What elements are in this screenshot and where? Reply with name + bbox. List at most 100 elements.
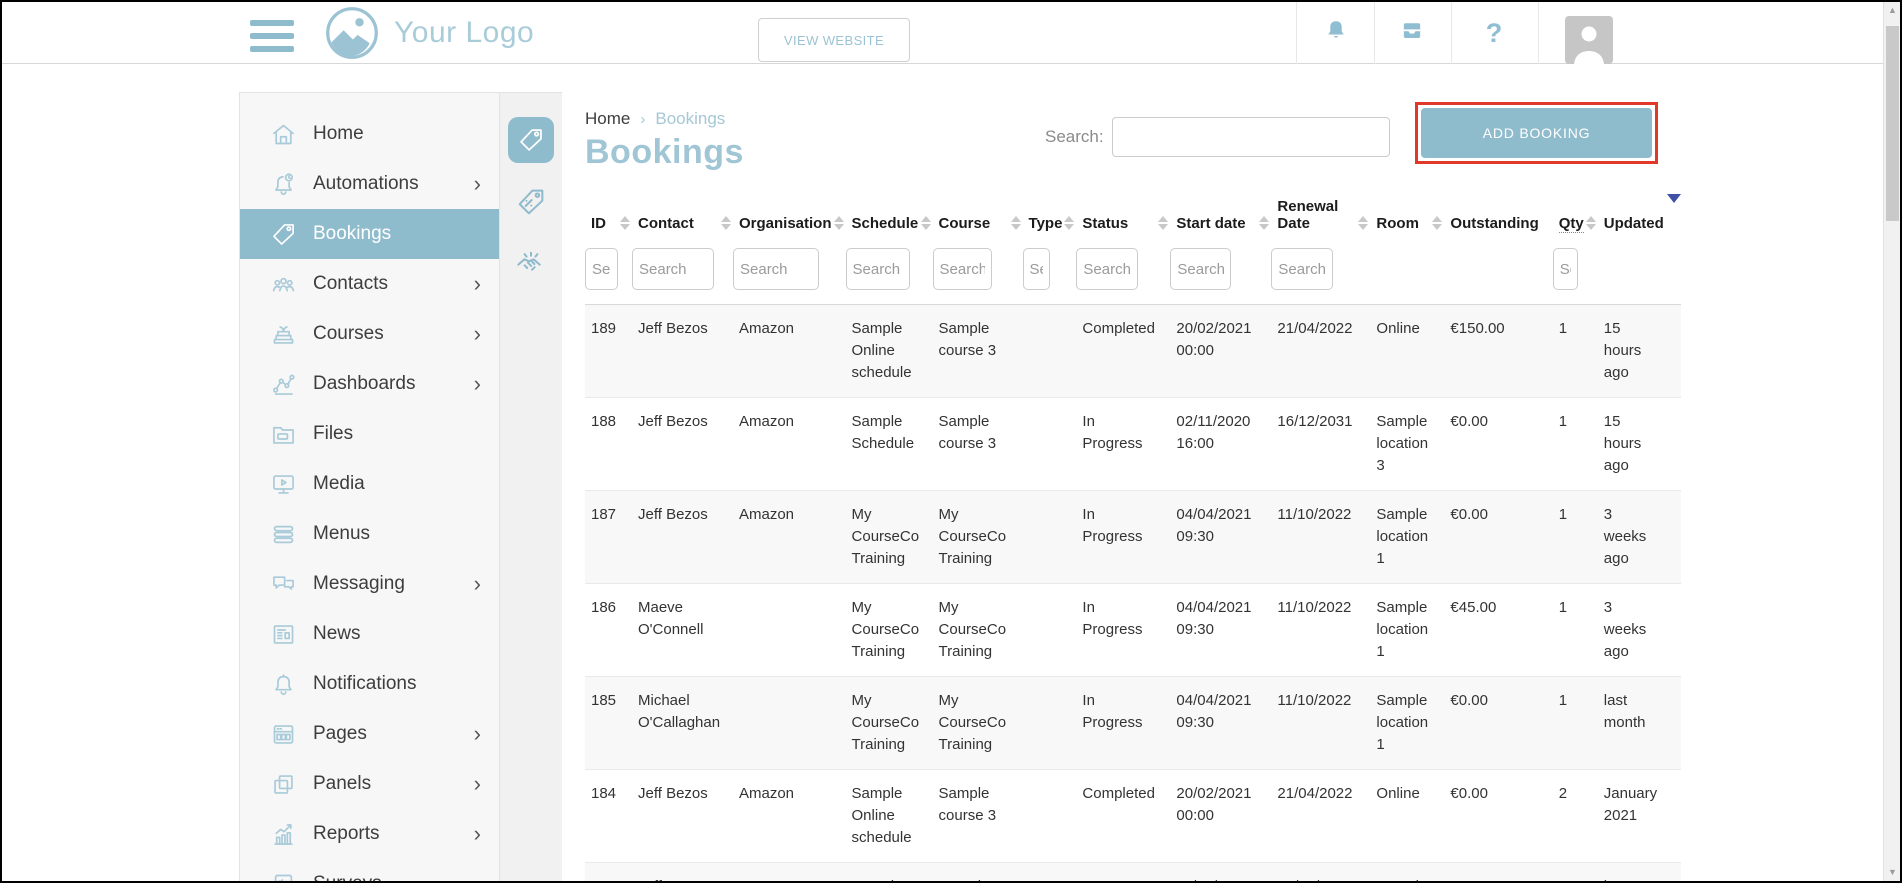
filter-input-status[interactable] <box>1076 248 1139 290</box>
sidebar-item-menus[interactable]: Menus <box>240 509 499 559</box>
global-search-input[interactable] <box>1111 117 1390 157</box>
cell-updated: 3 weeks ago <box>1603 599 1647 660</box>
cell-status: In Progress <box>1082 506 1143 545</box>
filter-input-renewal-date[interactable] <box>1271 248 1334 290</box>
cell-status: Completed <box>1082 320 1155 337</box>
filter-input-schedule[interactable] <box>845 248 910 290</box>
search-label: Search: <box>1045 127 1104 146</box>
sidebar-item-reports[interactable]: Reports › <box>240 809 499 859</box>
sidebar-item-notifications[interactable]: Notifications <box>240 659 499 709</box>
cell-room: Sample location 1 <box>1376 599 1429 660</box>
filter-cell-course <box>932 242 1023 305</box>
column-header-renewal-date[interactable]: Renewal Date <box>1271 192 1370 242</box>
filter-input-start-date[interactable] <box>1170 248 1232 290</box>
filter-cell-updated <box>1597 242 1682 305</box>
table-row[interactable]: 186 Maeve O'Connell My CourseCo Training My… <box>585 584 1682 677</box>
column-header-updated[interactable]: Updated <box>1598 192 1682 242</box>
header-divider <box>1374 2 1375 64</box>
sidebar: Home Automations › Bookings Contacts › Courses… <box>239 92 500 881</box>
sort-arrows-icon <box>620 216 630 230</box>
sidebar-item-courses[interactable]: Courses › <box>240 309 499 359</box>
sidebar-item-bookings[interactable]: Bookings <box>240 209 499 259</box>
column-header-room[interactable]: Room <box>1370 192 1444 242</box>
avatar[interactable] <box>1565 16 1613 64</box>
subnav-voucher-tag-icon[interactable] <box>508 179 554 225</box>
table-row[interactable]: 189 Jeff Bezos Amazon Sample Online schedul… <box>585 304 1682 398</box>
column-header-status[interactable]: Status <box>1076 192 1170 242</box>
sidebar-item-media[interactable]: Media <box>240 459 499 509</box>
courses-icon <box>270 321 297 348</box>
table-row[interactable]: 188 Jeff Bezos Amazon Sample Schedule Sample… <box>585 398 1682 491</box>
chevron-right-icon: › <box>473 321 481 346</box>
cell-outstanding: €0.00 <box>1450 506 1488 523</box>
sidebar-item-automations[interactable]: Automations › <box>240 159 499 209</box>
cell-contact: Jeff Bezos <box>638 785 708 802</box>
header-divider <box>1451 2 1452 64</box>
column-header-qty[interactable]: Qty <box>1553 192 1598 242</box>
column-header-type[interactable]: Type <box>1023 192 1077 242</box>
filter-input-type[interactable] <box>1022 248 1050 290</box>
notifications-bell-icon[interactable] <box>1320 17 1352 49</box>
column-header-schedule[interactable]: Schedule <box>846 192 933 242</box>
sidebar-item-files[interactable]: Files <box>240 409 499 459</box>
cell-renewal-date: 21/04/2022 <box>1277 320 1353 337</box>
scroll-thumb[interactable] <box>1886 26 1899 221</box>
cell-room: Sample location 1 <box>1376 692 1429 753</box>
add-booking-button[interactable]: ADD BOOKING <box>1421 108 1652 158</box>
sidebar-item-messaging[interactable]: Messaging › <box>240 559 499 609</box>
column-header-start-date[interactable]: Start date <box>1170 192 1271 242</box>
scroll-down-arrow-icon[interactable]: ▼ <box>1888 867 1897 877</box>
column-header-organisation[interactable]: Organisation <box>733 192 846 242</box>
scroll-up-arrow-icon[interactable]: ▲ <box>1888 5 1897 15</box>
breadcrumb-home[interactable]: Home <box>585 109 631 128</box>
cell-status: In Progress <box>1082 413 1143 452</box>
filter-input-qty[interactable] <box>1552 248 1578 290</box>
sidebar-item-pages[interactable]: Pages › <box>240 709 499 759</box>
help-icon[interactable]: ? <box>1485 18 1503 48</box>
view-website-button[interactable]: VIEW WEBSITE <box>758 18 910 62</box>
cell-room: Sample location 3 <box>1370 863 1444 881</box>
table-row[interactable]: 185 Michael O'Callaghan My CourseCo Traini… <box>585 676 1682 770</box>
chevron-right-icon: › <box>473 571 481 596</box>
subnav-handshake-icon[interactable] <box>508 241 554 287</box>
contacts-icon <box>270 271 297 298</box>
subnav-booking-tag-icon[interactable] <box>508 117 554 163</box>
filter-cell-status <box>1076 242 1171 305</box>
add-booking-highlight-box: ADD BOOKING <box>1415 102 1658 164</box>
filter-input-id[interactable] <box>585 248 618 290</box>
cell-course: My CourseCo Training <box>938 599 1007 660</box>
sidebar-item-panels[interactable]: Panels › <box>240 759 499 809</box>
filter-input-organisation[interactable] <box>733 248 819 290</box>
cell-start-date: 02/11/2020 16:00 <box>1176 413 1251 452</box>
cell-room: Sample location 3 <box>1376 413 1429 474</box>
logo[interactable]: Your Logo <box>324 5 534 61</box>
table-row[interactable]: 187 Jeff Bezos Amazon My CourseCo Training M… <box>585 490 1682 584</box>
column-header-outstanding[interactable]: Outstanding <box>1444 192 1552 242</box>
filter-cell-renewal-date <box>1271 242 1371 305</box>
media-icon <box>270 471 297 498</box>
cell-organisation: Amazon <box>733 863 846 881</box>
sidebar-item-contacts[interactable]: Contacts › <box>240 259 499 309</box>
sort-arrows-icon <box>1432 216 1443 230</box>
table-row[interactable]: 184 Jeff Bezos Amazon Sample Online schedul… <box>585 770 1682 863</box>
sidebar-item-home[interactable]: Home <box>240 109 499 159</box>
column-header-id[interactable]: ID <box>585 192 632 242</box>
sort-arrows-icon <box>833 216 844 230</box>
column-label: Type <box>1028 215 1063 232</box>
filter-row <box>585 242 1682 305</box>
sidebar-item-surveys[interactable]: Surveys <box>240 859 499 881</box>
sidebar-item-news[interactable]: News <box>240 609 499 659</box>
sidebar-item-dashboards[interactable]: Dashboards › <box>240 359 499 409</box>
column-header-contact[interactable]: Contact <box>632 192 733 242</box>
hamburger-menu-icon[interactable] <box>250 20 294 59</box>
home-icon <box>270 121 297 148</box>
notifications-icon <box>270 671 297 698</box>
sidebar-item-label: Surveys <box>313 873 382 881</box>
filter-input-course[interactable] <box>932 248 992 290</box>
filter-input-contact[interactable] <box>632 248 714 290</box>
scrollbar[interactable]: ▲ ▼ <box>1883 2 1900 881</box>
inbox-icon[interactable] <box>1396 17 1428 49</box>
column-header-course[interactable]: Course <box>933 192 1023 242</box>
cell-outstanding: €0.00 <box>1450 413 1488 430</box>
